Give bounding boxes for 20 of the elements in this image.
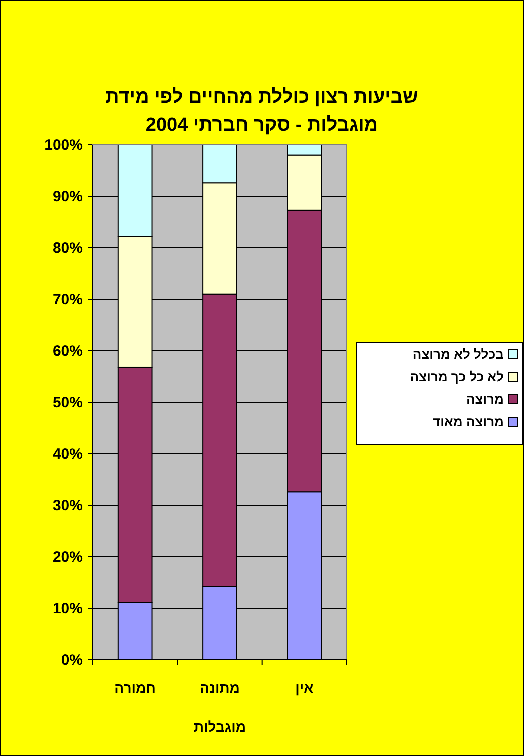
y-tick-label: 0% — [61, 652, 83, 669]
y-tick-label: 90% — [52, 188, 83, 206]
y-tick-label: 10% — [52, 600, 83, 618]
legend-label: מרוצה — [466, 392, 504, 407]
x-tick-label: חמורה — [114, 680, 156, 696]
y-tick-label: 20% — [52, 549, 83, 566]
y-tick-label: 80% — [52, 240, 83, 257]
y-tick-label: 60% — [52, 343, 83, 360]
x-tick-label: אין — [296, 680, 314, 696]
x-axis-title: מוגבלות — [194, 719, 246, 735]
y-tick-label: 100% — [44, 137, 83, 154]
x-tick-label: מתונה — [200, 680, 240, 696]
legend-label: בכלל לא מרוצה — [412, 347, 504, 362]
y-tick-label: 30% — [52, 498, 83, 514]
y-tick-label: 50% — [52, 394, 83, 412]
legend-label: מרוצה מאוד — [433, 414, 504, 430]
y-tick-label: 70% — [52, 292, 83, 308]
legend-label: לא כל כך מרוצה — [410, 370, 504, 384]
chart-title: שביעות רצון כוללת מהחיים לפי מידת מוגבלות - סקר חברתי 2004 — [104, 86, 420, 138]
y-tick-label: 40% — [52, 446, 83, 463]
